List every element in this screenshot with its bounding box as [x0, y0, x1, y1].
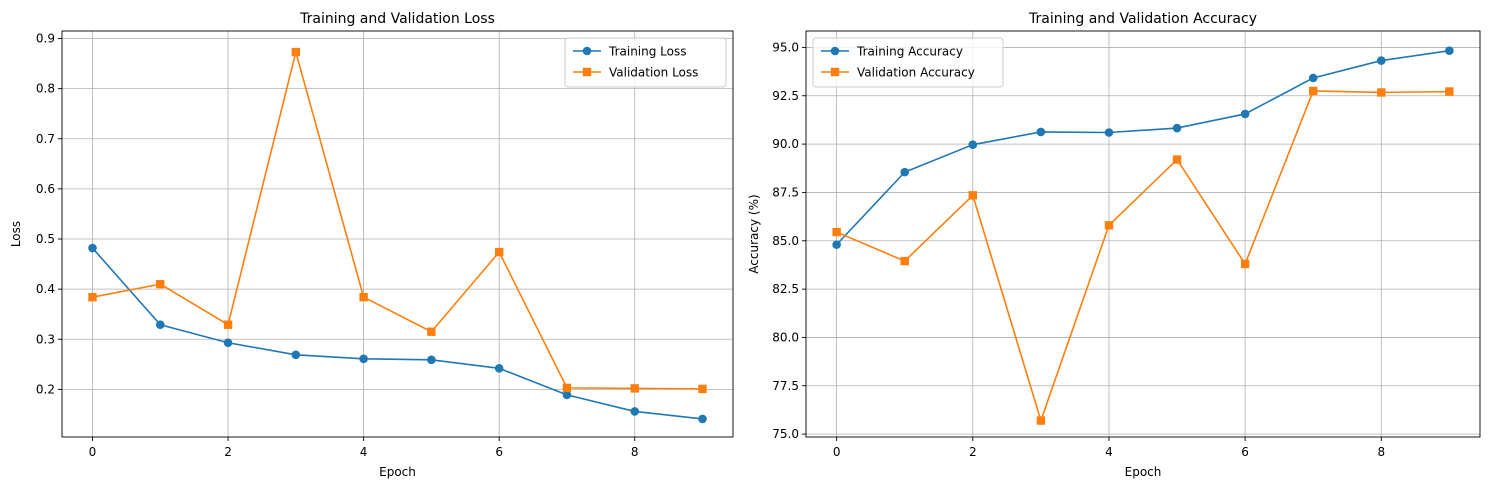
accuracy-chart-panel: 0 2 4 6 8 75.0 77.5 80.0 82.5 85.0 87.5 90.0 92.5 95.…: [747, 11, 1481, 479]
y-tick-label: 75.0: [772, 427, 799, 441]
axes-frame: [805, 30, 1481, 438]
data-point: [427, 355, 436, 365]
data-point: [156, 279, 165, 289]
data-point: [1036, 127, 1046, 137]
data-point: [968, 140, 978, 149]
data-point: [900, 167, 910, 177]
legend-label: Validation Accuracy: [857, 66, 975, 80]
y-tick-label: 82.5: [772, 282, 799, 296]
x-tick-label: 2: [969, 445, 977, 459]
y-tick-label: 0.3: [36, 332, 55, 346]
grid-lines: [62, 31, 733, 437]
series-validation-loss: [88, 47, 707, 394]
x-tick-label: 6: [1241, 445, 1249, 459]
data-point: [1377, 88, 1386, 97]
data-point: [359, 292, 368, 302]
data-point: [1104, 128, 1114, 137]
data-point: [291, 350, 301, 360]
y-tick-label: 0.9: [36, 32, 55, 46]
y-tick-label: 80.0: [772, 330, 799, 344]
legend-box: [812, 37, 1004, 88]
data-point: [494, 364, 504, 373]
y-tick-label: 0.8: [36, 82, 55, 96]
x-tick-label: 6: [495, 445, 503, 459]
series-training-accuracy: [832, 46, 1454, 249]
data-point: [832, 227, 841, 237]
data-point: [698, 384, 707, 394]
data-point: [1104, 221, 1114, 230]
data-point: [562, 390, 572, 400]
data-point: [223, 320, 233, 329]
x-tick-label: 4: [360, 445, 368, 459]
y-tick-label: 0.2: [36, 382, 55, 396]
data-point: [630, 407, 640, 416]
legend: Training Accuracy Validation Accuracy: [812, 37, 1004, 88]
axes-frame: [61, 30, 734, 438]
series-line: [91, 247, 703, 420]
y-tick-label: 87.5: [772, 185, 799, 199]
loss-chart-panel: 0 2 4 6 8 0.2 0.3 0.4 0.5 0.6 0.7 0.8 0.9 Training an…: [9, 11, 734, 479]
data-point: [1240, 109, 1250, 119]
data-point: [1445, 46, 1454, 56]
data-point: [630, 384, 639, 393]
data-point: [223, 338, 233, 348]
series-validation-accuracy: [832, 86, 1454, 425]
legend-label: Validation Loss: [609, 66, 698, 80]
data-point: [1240, 259, 1250, 269]
legend-marker: [582, 46, 592, 56]
data-point: [562, 383, 572, 393]
legend-label: Training Accuracy: [856, 45, 963, 59]
y-tick-label: 0.5: [36, 232, 55, 246]
y-tick-label: 85.0: [772, 234, 799, 248]
data-point: [494, 247, 504, 257]
data-point: [1172, 155, 1182, 164]
series-line: [836, 90, 1450, 422]
y-axis-label: Accuracy (%): [747, 194, 761, 273]
legend-label: Training Loss: [608, 45, 686, 59]
x-tick-label: 8: [1377, 445, 1385, 459]
data-point: [359, 354, 368, 364]
y-tick-label: 92.5: [772, 89, 799, 103]
legend-box: [564, 37, 727, 88]
data-point: [291, 47, 301, 57]
legend: Training Loss Validation Loss: [564, 37, 727, 88]
data-point: [88, 292, 97, 302]
chart-title: Training and Validation Accuracy: [1028, 11, 1257, 27]
data-point: [968, 191, 977, 200]
data-point: [698, 414, 707, 424]
y-tick-label: 0.6: [36, 182, 55, 196]
data-point: [900, 256, 909, 266]
data-point: [832, 240, 841, 249]
x-axis-label: Epoch: [379, 465, 416, 479]
series-training-loss: [88, 243, 707, 424]
data-point: [155, 320, 165, 330]
series-line: [92, 51, 703, 390]
data-point: [1308, 73, 1318, 83]
y-tick-label: 77.5: [772, 379, 799, 393]
data-point: [1172, 123, 1182, 133]
series-line: [836, 49, 1450, 246]
y-tick-label: 0.4: [36, 282, 55, 296]
legend-marker: [582, 67, 592, 77]
chart-title: Training and Validation Loss: [299, 11, 495, 27]
data-point: [1309, 86, 1318, 96]
data-point: [1445, 87, 1454, 96]
x-tick-label: 8: [631, 445, 639, 459]
legend-marker: [830, 67, 840, 77]
y-axis-label: Loss: [9, 221, 23, 247]
legend-marker: [830, 46, 840, 56]
y-tick-label: 95.0: [772, 40, 799, 54]
y-tick-label: 0.7: [36, 132, 55, 146]
y-tick-label: 90.0: [772, 137, 799, 151]
x-tick-label: 4: [1105, 445, 1113, 459]
data-point: [1036, 416, 1046, 425]
data-point: [88, 243, 97, 253]
x-tick-label: 2: [224, 445, 232, 459]
x-tick-label: 0: [89, 445, 97, 459]
data-point: [1376, 56, 1386, 65]
x-axis-label: Epoch: [1125, 465, 1162, 479]
data-point: [427, 327, 436, 336]
x-tick-label: 0: [833, 445, 841, 459]
